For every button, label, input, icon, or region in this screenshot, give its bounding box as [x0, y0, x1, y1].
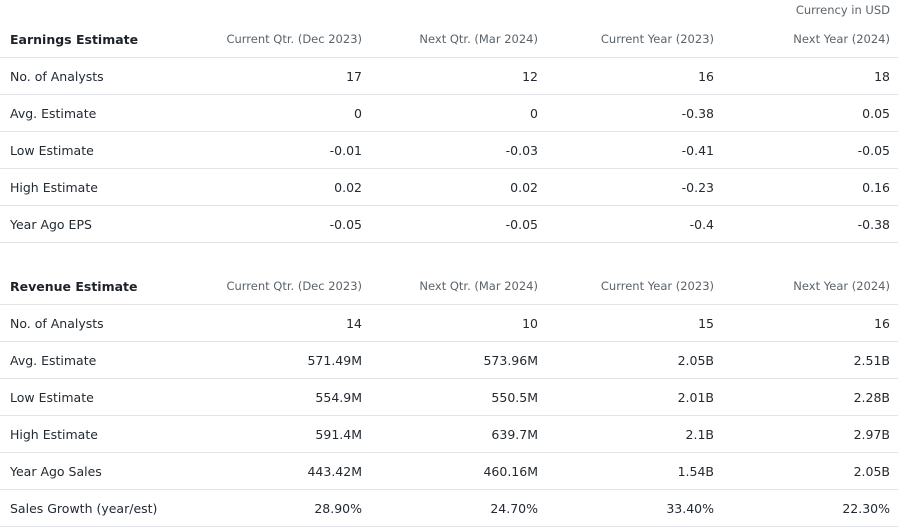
table-cell: 2.1B [546, 415, 722, 453]
table-cell: 24.70% [370, 489, 546, 527]
table-row: No. of Analysts 14 10 15 16 [0, 304, 898, 342]
row-label: Avg. Estimate [0, 341, 190, 379]
table-cell: 0 [190, 94, 370, 132]
table-cell: 0.16 [722, 168, 898, 206]
table-cell: 0 [370, 94, 546, 132]
table-row: Low Estimate 554.9M 550.5M 2.01B 2.28B [0, 378, 898, 416]
row-label: Sales Growth (year/est) [0, 489, 190, 527]
row-label: No. of Analysts [0, 57, 190, 95]
table-row: Low Estimate -0.01 -0.03 -0.41 -0.05 [0, 131, 898, 169]
table-cell: 22.30% [722, 489, 898, 527]
table-cell: -0.38 [546, 94, 722, 132]
table-cell: -0.05 [722, 131, 898, 169]
table-row: Avg. Estimate 0 0 -0.38 0.05 [0, 94, 898, 132]
table-cell: -0.4 [546, 205, 722, 243]
table-cell: 0.02 [370, 168, 546, 206]
table-row: Year Ago EPS -0.05 -0.05 -0.4 -0.38 [0, 205, 898, 243]
table-cell: -0.38 [722, 205, 898, 243]
table-cell: 18 [722, 57, 898, 95]
table-header-row: Revenue Estimate Current Qtr. (Dec 2023)… [0, 268, 898, 305]
revenue-estimate-title: Revenue Estimate [0, 268, 190, 305]
column-header-current-qtr: Current Qtr. (Dec 2023) [190, 21, 370, 58]
table-cell: 2.05B [546, 341, 722, 379]
row-label: High Estimate [0, 168, 190, 206]
table-cell: 17 [190, 57, 370, 95]
table-cell: 443.42M [190, 452, 370, 490]
table-row: High Estimate 0.02 0.02 -0.23 0.16 [0, 168, 898, 206]
row-label: Year Ago Sales [0, 452, 190, 490]
column-header-current-qtr: Current Qtr. (Dec 2023) [190, 268, 370, 305]
table-cell: 2.05B [722, 452, 898, 490]
table-cell: 571.49M [190, 341, 370, 379]
table-cell: 16 [722, 304, 898, 342]
table-row: Sales Growth (year/est) 28.90% 24.70% 33… [0, 489, 898, 527]
table-cell: -0.03 [370, 131, 546, 169]
table-cell: 573.96M [370, 341, 546, 379]
row-label: Low Estimate [0, 131, 190, 169]
column-header-next-year: Next Year (2024) [722, 268, 898, 305]
table-cell: 12 [370, 57, 546, 95]
table-cell: 2.51B [722, 341, 898, 379]
table-cell: 554.9M [190, 378, 370, 416]
table-cell: -0.41 [546, 131, 722, 169]
column-header-next-year: Next Year (2024) [722, 21, 898, 58]
column-header-next-qtr: Next Qtr. (Mar 2024) [370, 21, 546, 58]
table-cell: -0.01 [190, 131, 370, 169]
table-cell: -0.05 [370, 205, 546, 243]
table-cell: 460.16M [370, 452, 546, 490]
table-cell: 2.28B [722, 378, 898, 416]
column-header-current-year: Current Year (2023) [546, 268, 722, 305]
table-header-row: Earnings Estimate Current Qtr. (Dec 2023… [0, 21, 898, 58]
earnings-estimate-table: Earnings Estimate Current Qtr. (Dec 2023… [0, 21, 898, 243]
table-cell: 10 [370, 304, 546, 342]
table-row: Year Ago Sales 443.42M 460.16M 1.54B 2.0… [0, 452, 898, 490]
table-row: No. of Analysts 17 12 16 18 [0, 57, 898, 95]
row-label: No. of Analysts [0, 304, 190, 342]
table-cell: 2.01B [546, 378, 722, 416]
table-cell: 28.90% [190, 489, 370, 527]
row-label: Year Ago EPS [0, 205, 190, 243]
row-label: Avg. Estimate [0, 94, 190, 132]
currency-note: Currency in USD [795, 3, 890, 17]
table-cell: 0.05 [722, 94, 898, 132]
table-cell: 0.02 [190, 168, 370, 206]
table-cell: 15 [546, 304, 722, 342]
row-label: Low Estimate [0, 378, 190, 416]
earnings-estimate-title: Earnings Estimate [0, 21, 190, 58]
table-cell: 14 [190, 304, 370, 342]
table-row: High Estimate 591.4M 639.7M 2.1B 2.97B [0, 415, 898, 453]
column-header-current-year: Current Year (2023) [546, 21, 722, 58]
column-header-next-qtr: Next Qtr. (Mar 2024) [370, 268, 546, 305]
table-cell: 591.4M [190, 415, 370, 453]
row-label: High Estimate [0, 415, 190, 453]
table-cell: -0.23 [546, 168, 722, 206]
revenue-estimate-table: Revenue Estimate Current Qtr. (Dec 2023)… [0, 268, 898, 527]
table-cell: 16 [546, 57, 722, 95]
table-cell: 2.97B [722, 415, 898, 453]
table-cell: 550.5M [370, 378, 546, 416]
table-row: Avg. Estimate 571.49M 573.96M 2.05B 2.51… [0, 341, 898, 379]
table-cell: 639.7M [370, 415, 546, 453]
table-cell: 33.40% [546, 489, 722, 527]
table-cell: 1.54B [546, 452, 722, 490]
table-cell: -0.05 [190, 205, 370, 243]
